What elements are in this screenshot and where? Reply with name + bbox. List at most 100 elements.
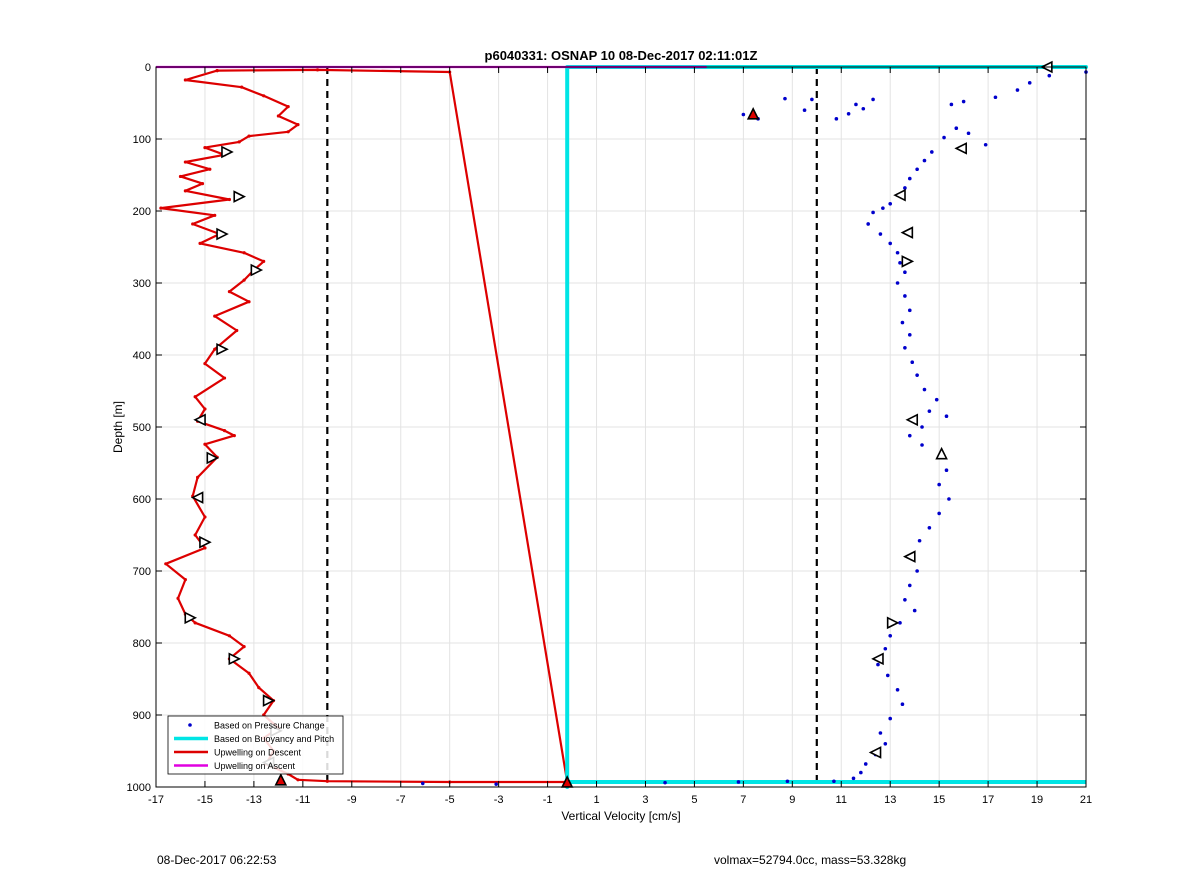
x-tick-label: -3 — [494, 794, 504, 806]
legend-label: Based on Buoyancy and Pitch — [214, 734, 334, 744]
series-point — [198, 241, 202, 245]
data-point — [1047, 73, 1052, 78]
data-point — [802, 108, 807, 112]
data-point — [741, 112, 746, 117]
series-point — [203, 407, 207, 411]
data-point — [854, 102, 858, 107]
grid — [155, 66, 1087, 788]
series-point — [296, 778, 300, 782]
y-tick-label: 200 — [133, 206, 151, 218]
data-point — [983, 142, 988, 147]
legend-label: Upwelling on Descent — [214, 748, 302, 758]
triangle-marker — [233, 190, 246, 203]
legend: Based on Pressure Change Based on Buoyanc… — [167, 715, 344, 775]
data-point — [861, 106, 866, 111]
data-point — [895, 688, 900, 692]
y-tick-label: 500 — [133, 422, 151, 434]
series-point — [247, 671, 251, 675]
series-point — [222, 429, 227, 433]
y-tick-label: 900 — [133, 710, 151, 722]
series-point — [176, 596, 180, 600]
data-point — [883, 646, 888, 651]
data-point — [907, 333, 912, 337]
series-point — [257, 686, 261, 690]
series-point — [242, 251, 246, 255]
y-tick-label: 1000 — [127, 782, 151, 794]
series-point — [203, 362, 207, 366]
data-point — [888, 241, 893, 246]
data-point — [937, 482, 941, 487]
footer-timestamp: 08-Dec-2017 06:22:53 — [157, 853, 277, 867]
data-point — [898, 261, 902, 265]
data-point — [993, 95, 998, 100]
data-point — [937, 511, 941, 516]
triangle-marker — [868, 746, 882, 759]
data-point — [859, 770, 863, 775]
triangle-marker — [221, 145, 234, 159]
x-tick-label: 13 — [884, 794, 896, 806]
series-point — [286, 130, 290, 134]
data-point — [881, 206, 885, 210]
x-tick-label: -15 — [197, 794, 213, 806]
triangle-marker — [193, 413, 206, 427]
x-tick-label: -9 — [347, 794, 357, 806]
triangle-marker — [206, 451, 220, 465]
y-tick-label: 100 — [133, 134, 151, 146]
data-point — [878, 232, 883, 236]
data-point — [885, 673, 890, 678]
series-point — [227, 197, 232, 202]
series-point — [200, 182, 205, 186]
triangle-marker — [893, 188, 906, 202]
x-tick-label: 5 — [691, 794, 697, 806]
data-point — [1015, 88, 1020, 92]
series-point — [193, 533, 197, 537]
legend-swatch — [188, 723, 192, 727]
series-point — [237, 140, 241, 144]
y-tick-label: 300 — [133, 278, 151, 290]
x-tick-label: 15 — [933, 794, 945, 806]
data-point — [922, 158, 927, 163]
y-tick-label: 700 — [133, 566, 151, 578]
data-point — [903, 294, 907, 298]
series-point — [227, 290, 232, 294]
series-point — [227, 634, 232, 638]
data-point — [494, 782, 498, 786]
data-point — [915, 569, 919, 573]
data-point — [944, 414, 949, 419]
series-point — [159, 206, 163, 210]
data-point — [1027, 81, 1032, 85]
triangle-marker — [216, 227, 229, 241]
data-point — [903, 186, 907, 190]
data-point — [736, 780, 741, 784]
x-tick-label: -13 — [246, 794, 262, 806]
series-point — [196, 475, 200, 479]
triangle-marker — [216, 342, 229, 356]
series-point — [203, 442, 207, 446]
series-point — [315, 68, 320, 72]
data-point — [949, 102, 954, 107]
series-point — [242, 645, 246, 649]
data-point — [920, 425, 924, 429]
x-tick-label: 17 — [982, 794, 994, 806]
data-point — [888, 202, 893, 206]
series-point — [203, 146, 207, 150]
x-tick-label: -1 — [543, 794, 553, 806]
triangle-marker — [250, 263, 264, 277]
series-point — [276, 114, 280, 118]
y-tick-label: 400 — [133, 350, 151, 362]
data-point — [947, 497, 951, 501]
data-point — [966, 131, 971, 136]
data-point — [907, 176, 912, 181]
chart-title: p6040331: OSNAP 10 08-Dec-2017 02:11:01Z — [485, 48, 758, 63]
series-point — [222, 376, 227, 380]
data-point — [663, 780, 667, 785]
data-point — [810, 97, 814, 102]
data-point — [876, 662, 880, 667]
triangle-marker — [190, 491, 204, 504]
data-point — [922, 387, 927, 392]
triangle-marker — [954, 142, 967, 155]
data-point — [907, 308, 912, 313]
data-point — [895, 281, 900, 285]
data-point — [898, 621, 902, 625]
series-point — [191, 222, 195, 226]
